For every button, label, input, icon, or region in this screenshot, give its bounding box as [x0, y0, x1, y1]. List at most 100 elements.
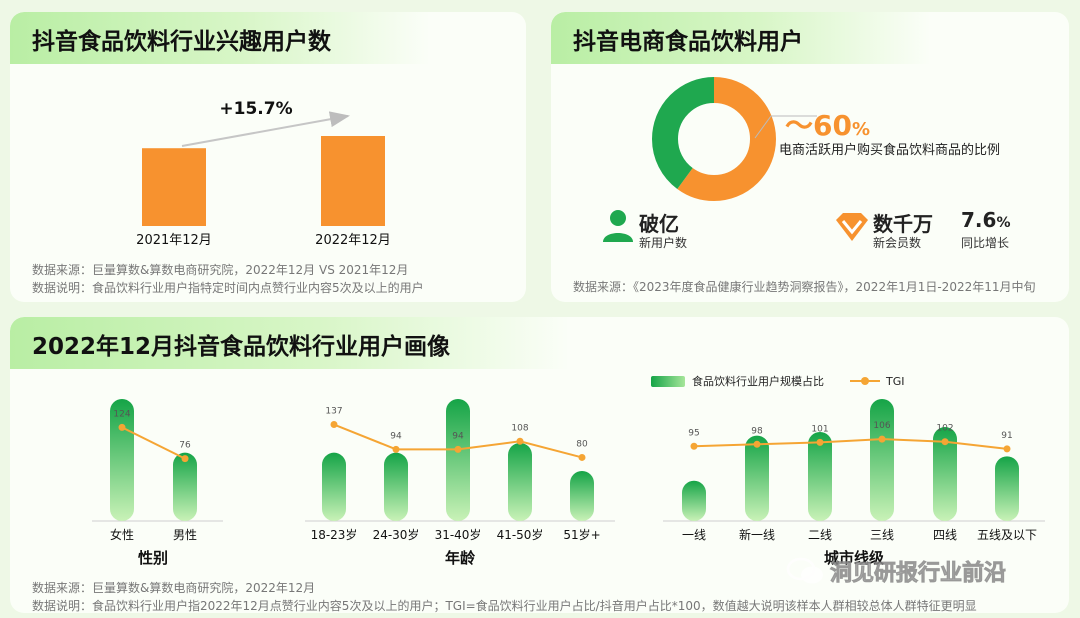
- axis-title: 城市线级: [824, 549, 885, 567]
- axis-title: 性别: [138, 549, 168, 567]
- tgi-label: 98: [751, 426, 763, 436]
- new-users-value: 破亿: [639, 212, 679, 236]
- bar-0-1: [173, 452, 197, 521]
- panel-header: 抖音电商食品饮料用户: [551, 12, 931, 64]
- category-label: 一线: [682, 528, 706, 542]
- source-line-1: 数据来源：巨量算数&算数电商研究院，2022年12月 VS 2021年12月: [32, 263, 409, 277]
- watermark-text: 洞见研报行业前沿: [830, 561, 1007, 587]
- panel-user-profile: 2022年12月抖音食品饮料行业用户画像 食品饮料行业用户规模占比 TGI 女性…: [10, 317, 1069, 613]
- growth-label: +15.7%: [219, 99, 292, 119]
- panel-ecommerce-users: 抖音电商食品饮料用户 ～60% 电商活跃用户购买食品饮料商品的比例 破亿 新用户…: [551, 12, 1069, 302]
- tgi-label: 95: [688, 428, 699, 438]
- tgi-label: 102: [936, 424, 953, 434]
- bar-1-1: [384, 452, 408, 521]
- category-label: 四线: [933, 528, 957, 542]
- category-label: 2021年12月: [136, 233, 212, 248]
- category-label: 41-50岁: [497, 527, 544, 542]
- yoy-growth: 7.6%: [961, 208, 1010, 232]
- share-percent: ～60%: [785, 104, 870, 144]
- tgi-point: [941, 438, 949, 446]
- donut-slice-1: [652, 77, 776, 201]
- tgi-point: [181, 455, 189, 463]
- yoy-growth-value: 7.6: [961, 208, 997, 232]
- bar-2-5: [995, 456, 1019, 521]
- panel-title: 抖音电商食品饮料用户: [573, 29, 803, 55]
- tgi-point: [454, 445, 462, 453]
- category-label: 二线: [808, 528, 832, 542]
- share-donut-chart: [652, 77, 776, 201]
- bar-2-0: [682, 480, 706, 521]
- tgi-label: 108: [511, 423, 528, 433]
- leader-line: [754, 115, 817, 139]
- tgi-point: [816, 438, 824, 446]
- watermark: 洞见研报行业前沿: [786, 555, 1006, 587]
- new-users-label: 新用户数: [639, 236, 688, 250]
- tgi-point: [878, 435, 886, 443]
- bar-2-4: [933, 427, 957, 521]
- panel-header: 2022年12月抖音食品饮料行业用户画像: [10, 317, 570, 369]
- tgi-label: 76: [179, 441, 191, 451]
- tgi-point: [392, 445, 400, 453]
- tgi-point: [578, 453, 586, 461]
- bar-1-0: [322, 452, 346, 521]
- diamond-icon: [836, 213, 868, 241]
- source-line-1: 数据来源：巨量算数&算数电商研究院，2022年12月: [32, 581, 316, 595]
- bar-2-2: [808, 431, 832, 521]
- tgi-label: 80: [576, 439, 588, 449]
- category-label: 三线: [870, 528, 894, 542]
- bar-1-4: [570, 470, 594, 521]
- panel-title: 抖音食品饮料行业兴趣用户数: [32, 29, 331, 55]
- tgi-point: [753, 440, 761, 448]
- panel-interest-users: 抖音食品饮料行业兴趣用户数 +15.7% 2021年12月 2022年12月 数据…: [10, 12, 526, 302]
- bar-1-2: [446, 399, 470, 521]
- bar-1: [321, 136, 385, 226]
- legend-bar-swatch: [651, 376, 685, 387]
- tgi-point: [330, 421, 338, 429]
- tgi-line: [693, 438, 1008, 450]
- source-line: 数据来源：《2023年度食品健康行业趋势洞察报告》，2022年1月1日-2022…: [573, 280, 1036, 294]
- yoy-growth-unit: %: [996, 215, 1011, 231]
- tgi-label: 106: [873, 421, 890, 431]
- source-line-2: 数据说明：食品饮料行业用户指特定时间内点赞行业内容5次及以上的用户: [32, 281, 424, 295]
- category-label: 2022年12月: [315, 233, 391, 248]
- category-label: 五线及以下: [977, 528, 1037, 542]
- wechat-icon: [786, 557, 823, 584]
- new-members-label: 新会员数: [873, 236, 922, 250]
- share-description: 电商活跃用户购买食品饮料商品的比例: [779, 143, 1001, 158]
- yoy-growth-label: 同比增长: [961, 236, 1010, 250]
- share-percent-value: ～60: [785, 109, 852, 142]
- tgi-label: 91: [1001, 431, 1012, 441]
- tgi-label: 137: [325, 407, 342, 417]
- category-label: 新一线: [739, 527, 775, 542]
- tgi-label: 94: [452, 431, 464, 441]
- bar-2-3: [870, 399, 894, 521]
- tgi-label: 101: [811, 424, 828, 434]
- panel-header: 抖音食品饮料行业兴趣用户数: [10, 12, 430, 64]
- category-label: 男性: [173, 528, 197, 542]
- bar-2-1: [745, 435, 769, 521]
- share-percent-unit: %: [851, 119, 871, 140]
- category-label: 51岁+: [563, 527, 600, 542]
- tgi-point: [1003, 445, 1011, 453]
- tgi-label: 94: [390, 431, 402, 441]
- user-profile-charts: 食品饮料行业用户规模占比 TGI 女性 男性 124 76 性别 18-23岁 24-30岁…: [92, 374, 1045, 567]
- tgi-point: [516, 437, 524, 445]
- tgi-line: [121, 426, 186, 460]
- tgi-point: [118, 423, 126, 431]
- growth-arrow: [181, 111, 350, 147]
- category-label: 31-40岁: [435, 527, 482, 542]
- tgi-point: [690, 442, 698, 450]
- source-line-2: 数据说明：食品饮料行业用户指2022年12月点赞行业内容5次及以上的用户；TGI…: [32, 599, 977, 613]
- legend-bar-label: 食品饮料行业用户规模占比: [692, 374, 824, 388]
- panel-title: 2022年12月抖音食品饮料行业用户画像: [32, 334, 451, 360]
- new-members-value: 数千万: [873, 212, 933, 236]
- category-label: 24-30岁: [373, 527, 420, 542]
- legend-line-label: TGI: [885, 375, 905, 388]
- interest-users-chart: +15.7% 2021年12月 2022年12月: [136, 99, 391, 248]
- bar-1-3: [508, 442, 532, 521]
- bar-0: [142, 148, 206, 226]
- category-label: 18-23岁: [311, 527, 358, 542]
- axis-title: 年龄: [445, 549, 476, 567]
- tgi-label: 124: [113, 409, 130, 419]
- category-label: 女性: [110, 527, 134, 542]
